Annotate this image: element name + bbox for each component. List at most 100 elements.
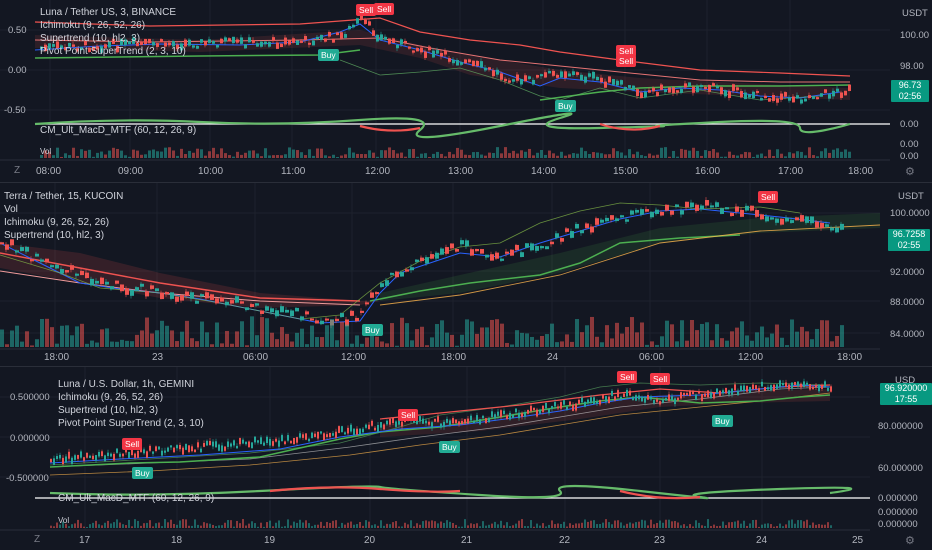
legend-pivot-supertrend[interactable]: Pivot Point SuperTrend (2, 3, 10) (40, 46, 186, 57)
candle-body (764, 95, 767, 99)
legend-supertrend[interactable]: Supertrend (10, hl2, 3) (58, 405, 159, 416)
volume-bar (707, 519, 709, 528)
pane-separator[interactable] (0, 366, 932, 367)
volume-bar (725, 340, 729, 347)
candle-body (544, 72, 547, 78)
volume-bar (692, 526, 694, 528)
candle-body (564, 71, 567, 78)
volume-bar (55, 343, 59, 347)
volume-bar (236, 151, 239, 158)
volume-bar (338, 526, 340, 528)
pane-3-macd-legend[interactable]: CM_Ult_MacD_MTF (60, 12, 26, 9) (58, 493, 215, 504)
volume-bar (356, 524, 358, 528)
candle-body (617, 390, 619, 398)
volume-bar (716, 152, 719, 158)
legend-symbol[interactable]: Terra / Tether, 15, KUCOIN (4, 191, 124, 202)
volume-bar (506, 522, 508, 528)
legend-symbol[interactable]: Luna / U.S. Dollar, 1h, GEMINI (58, 379, 195, 390)
pane-1-macd-legend[interactable]: CM_Ult_MacD_MTF (60, 12, 26, 9) (40, 125, 197, 136)
candle-body (266, 436, 268, 443)
zoom-icon[interactable]: Z (34, 534, 41, 545)
chart-pane-3[interactable]: Luna / U.S. Dollar, 1h, GEMINI Ichimoku … (0, 367, 932, 550)
legend-ichimoku[interactable]: Ichimoku (9, 26, 52, 26) (40, 20, 146, 31)
pane-separator[interactable] (0, 182, 932, 183)
chart-pane-1[interactable]: Luna / Tether US, 3, BINANCE Ichimoku (9… (0, 0, 932, 182)
volume-bar (539, 525, 541, 528)
volume-bar (475, 333, 479, 347)
candle-body (374, 427, 376, 431)
candle-body (68, 451, 70, 459)
volume-bar (545, 334, 549, 347)
candle-body (560, 402, 562, 409)
volume-bar (610, 338, 614, 347)
volume-bar (767, 523, 769, 528)
volume-bar (176, 524, 178, 528)
volume-bar (620, 522, 622, 528)
volume-bar (280, 155, 283, 158)
gear-icon[interactable]: ⚙ (905, 535, 915, 547)
volume-bar (380, 341, 384, 347)
volume-bar (575, 319, 579, 347)
volume-bar (710, 340, 714, 347)
buy-signal: Buy (439, 441, 460, 453)
legend-supertrend[interactable]: Supertrend (10, hl2, 3) (4, 230, 105, 241)
candle-body (104, 44, 107, 48)
volume-bar (64, 153, 67, 158)
volume-bar (295, 332, 299, 347)
candle-body (604, 81, 607, 88)
volume-bar (632, 154, 635, 158)
chart-pane-3-canvas[interactable] (0, 367, 932, 550)
volume-bar (388, 147, 391, 158)
chart-pane-2[interactable]: Terra / Tether, 15, KUCOIN Vol Ichimoku … (0, 183, 932, 366)
candle-body (820, 222, 824, 229)
volume-bar (196, 148, 199, 158)
volume-bar (416, 156, 419, 158)
candle-body (615, 218, 619, 222)
candle-body (215, 441, 217, 448)
legend-ichimoku[interactable]: Ichimoku (9, 26, 52, 26) (58, 392, 164, 403)
candle-body (536, 75, 539, 78)
candle-body (356, 428, 358, 435)
candle-body (376, 34, 379, 42)
candle-body (425, 257, 429, 264)
pane-1-vol-legend[interactable]: Vol (40, 147, 52, 156)
candle-body (192, 45, 195, 48)
candle-body (15, 250, 19, 253)
candle-body (590, 226, 594, 233)
candle-body (125, 288, 129, 295)
volume-bar (710, 526, 712, 528)
volume-bar (392, 522, 394, 528)
volume-bar (443, 522, 445, 528)
candle-body (692, 391, 694, 394)
time-label: 20 (364, 535, 376, 546)
legend-pivot-supertrend[interactable]: Pivot Point SuperTrend (2, 3, 10) (58, 418, 204, 429)
volume-bar (659, 520, 661, 528)
candle-body (360, 13, 363, 20)
volume-bar (108, 150, 111, 158)
candle-body (832, 90, 835, 97)
volume-bar (248, 150, 251, 158)
volume-bar (665, 519, 667, 528)
volume-bar (764, 523, 766, 528)
candle-body (680, 89, 683, 93)
candle-body (445, 247, 449, 254)
chart-pane-1-canvas[interactable] (0, 0, 932, 182)
legend-ichimoku[interactable]: Ichimoku (9, 26, 52, 26) (4, 217, 110, 228)
candle-body (686, 393, 688, 396)
gear-icon[interactable]: ⚙ (905, 166, 915, 178)
volume-bar (488, 524, 490, 528)
volume-bar (83, 526, 85, 528)
volume-bar (404, 522, 406, 528)
volume-bar (20, 341, 24, 347)
zoom-icon[interactable]: Z (14, 165, 21, 176)
volume-bar (635, 332, 639, 347)
legend-vol[interactable]: Vol (4, 204, 18, 215)
time-label: 12:00 (738, 352, 764, 363)
pane-3-vol-legend[interactable]: Vol (58, 516, 70, 525)
legend-supertrend[interactable]: Supertrend (10, hl2, 3) (40, 33, 141, 44)
legend-symbol[interactable]: Luna / Tether US, 3, BINANCE (40, 7, 176, 18)
chart-pane-2-canvas[interactable] (0, 183, 932, 366)
candle-body (20, 247, 24, 252)
volume-bar (688, 150, 691, 158)
candle-body (110, 453, 112, 457)
